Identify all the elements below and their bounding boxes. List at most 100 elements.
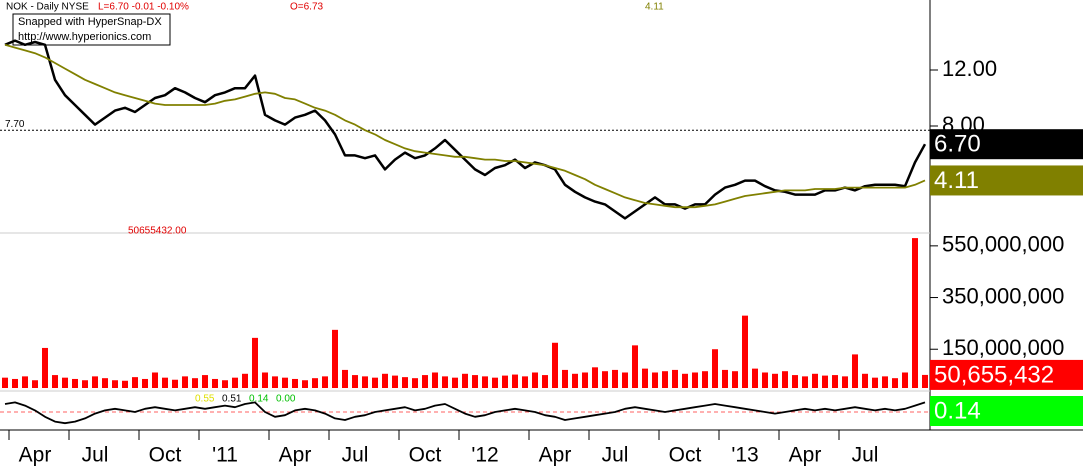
volume-bar — [82, 380, 88, 388]
volume-bar — [882, 376, 888, 388]
x-tick-label: '12 — [471, 444, 498, 467]
volume-bar — [822, 375, 828, 388]
volume-bar — [332, 329, 338, 388]
x-tick-label: Oct — [669, 444, 702, 467]
volume-bar — [112, 380, 118, 388]
volume-bar — [272, 376, 278, 388]
y-tick-label: 150,000,000 — [942, 335, 1064, 360]
volume-bar — [572, 373, 578, 388]
x-tick-label: Jul — [82, 444, 109, 467]
volume-bar — [602, 371, 608, 388]
volume-bar — [552, 342, 558, 388]
ma-readout: 4.11 — [645, 2, 664, 13]
volume-bar — [582, 372, 588, 388]
x-tick-label: Apr — [19, 444, 52, 467]
volume-bar — [672, 369, 678, 388]
indicator-readout: 0.14 — [249, 394, 269, 405]
price-line — [4, 401, 926, 425]
volume-bar — [722, 369, 728, 388]
y-tick-label: 350,000,000 — [942, 283, 1064, 308]
last-value-box — [930, 359, 1083, 390]
volume-bar — [402, 377, 408, 388]
volume-bar — [62, 377, 68, 388]
x-tick-label: Apr — [539, 444, 572, 467]
volume-bar — [192, 378, 198, 388]
volume-bar — [22, 376, 28, 388]
volume-bar — [362, 376, 368, 388]
volume-bar — [872, 377, 878, 388]
volume-bar — [812, 373, 818, 388]
watermark: http://www.hyperionics.com — [18, 31, 151, 43]
volume-bar — [42, 347, 48, 388]
volume-bar — [432, 372, 438, 388]
volume-bar — [562, 369, 568, 388]
volume-bar — [262, 372, 268, 388]
y-tick-label: 12.00 — [942, 56, 997, 81]
last-quote: L=6.70 -0.01 -0.10% — [98, 2, 189, 13]
last-value-box — [930, 129, 1083, 160]
volume-bar — [742, 315, 748, 388]
volume-bar — [442, 376, 448, 388]
last-value-label: 6.70 — [934, 131, 981, 158]
volume-bar — [622, 372, 628, 388]
volume-bar — [662, 371, 668, 388]
volume-bar — [242, 373, 248, 388]
volume-bar — [282, 377, 288, 388]
volume-bar — [122, 380, 128, 388]
x-tick-label: '11 — [212, 444, 238, 467]
price-line — [4, 39, 927, 220]
x-tick-label: Apr — [279, 444, 312, 467]
volume-bar — [532, 372, 538, 388]
volume-bar — [542, 375, 548, 388]
volume-bar — [892, 378, 898, 388]
x-tick-label: Jul — [342, 444, 369, 467]
volume-bar — [912, 238, 918, 388]
volume-bar — [102, 378, 108, 388]
volume-bar — [302, 380, 308, 388]
last-value-label: 50,655,432 — [934, 361, 1054, 388]
volume-bar — [862, 373, 868, 388]
volume-bar — [292, 378, 298, 388]
volume-bar — [712, 349, 718, 388]
volume-bar — [752, 368, 758, 388]
volume-readout: 50655432.00 — [128, 226, 187, 237]
volume-bar — [72, 378, 78, 388]
volume-bar — [502, 375, 508, 388]
volume-bar — [732, 371, 738, 388]
volume-bar — [472, 375, 478, 388]
volume-bar — [762, 372, 768, 388]
volume-bar — [252, 337, 258, 388]
volume-bar — [2, 377, 8, 388]
indicator-readout: 0.00 — [276, 394, 296, 405]
volume-bar — [202, 375, 208, 388]
volume-bar — [392, 375, 398, 388]
volume-bar — [152, 372, 158, 388]
volume-bar — [802, 376, 808, 388]
volume-bar — [412, 378, 418, 388]
volume-bar — [922, 374, 928, 388]
volume-bar — [32, 380, 38, 388]
volume-bar — [312, 378, 318, 388]
volume-bar — [692, 372, 698, 388]
last-value-label: 4.11 — [934, 167, 979, 194]
volume-bar — [452, 377, 458, 388]
volume-bar — [522, 376, 528, 388]
reference-label: 7.70 — [5, 119, 25, 130]
x-tick-label: Jul — [602, 444, 629, 467]
volume-bar — [772, 373, 778, 388]
volume-bar — [162, 377, 168, 388]
volume-bar — [142, 378, 148, 388]
indicator-readout: 0.51 — [222, 394, 242, 405]
volume-bar — [172, 379, 178, 388]
volume-bar — [52, 375, 58, 388]
volume-bar — [342, 369, 348, 388]
volume-bar — [512, 374, 518, 388]
volume-bar — [632, 345, 638, 388]
volume-bar — [322, 376, 328, 388]
x-tick-label: '13 — [731, 444, 758, 467]
volume-bar — [792, 375, 798, 388]
volume-bar — [642, 368, 648, 388]
volume-bar — [482, 376, 488, 388]
